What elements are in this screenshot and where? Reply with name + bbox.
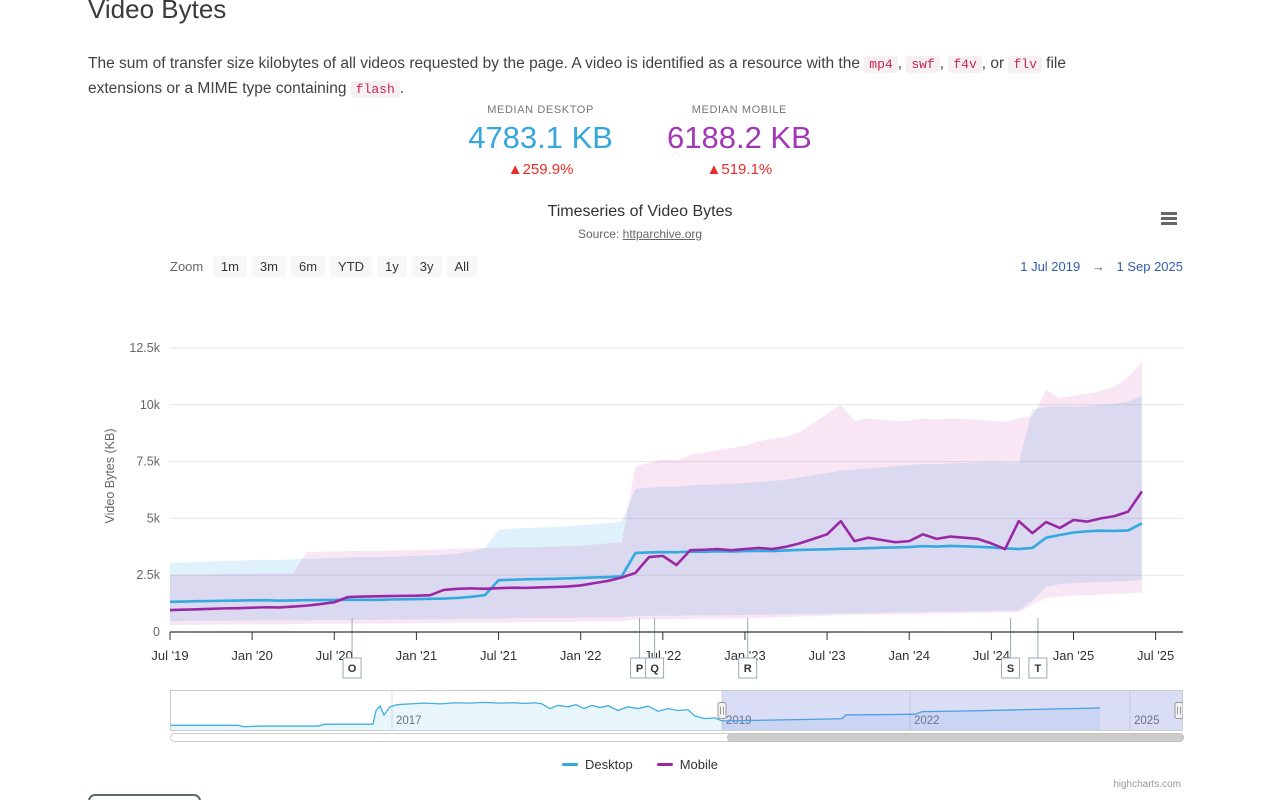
- navigator-year-label: 2017: [396, 715, 422, 727]
- median-stats-row: MEDIAN DESKTOP 4783.1 KB ▲259.9% MEDIAN …: [0, 104, 1280, 178]
- zoom-button-6m[interactable]: 6m: [290, 256, 326, 277]
- navigator-year-label: 2025: [1134, 715, 1160, 727]
- code-chip: flash: [350, 80, 400, 98]
- svg-text:P: P: [636, 663, 643, 675]
- zoom-button-3y[interactable]: 3y: [411, 256, 442, 277]
- scrollbar-thumb[interactable]: [727, 733, 1184, 742]
- flag-T[interactable]: T: [1028, 657, 1048, 679]
- y-axis-label: 12.5k: [129, 341, 160, 355]
- navigator-svg: 2017201920222025: [170, 690, 1184, 731]
- svg-text:S: S: [1007, 663, 1014, 675]
- series-line-mobile[interactable]: [169, 490, 1144, 612]
- hamburger-icon: [1161, 212, 1177, 215]
- navigator-line: [170, 701, 1101, 728]
- median-desktop-stat: MEDIAN DESKTOP 4783.1 KB ▲259.9%: [468, 104, 613, 178]
- navigator-year-label: 2022: [914, 715, 940, 727]
- chart-legend: Desktop Mobile: [0, 757, 1280, 772]
- median-mobile-label: MEDIAN MOBILE: [691, 104, 787, 116]
- zoom-button-3m[interactable]: 3m: [251, 256, 286, 277]
- range-selector: Zoom 1m 3m 6m YTD 1y 3y All 1 Jul 2019 → 1 Sep…: [170, 256, 1183, 280]
- navigator-handle-right[interactable]: [1174, 702, 1184, 719]
- zoom-button-1m[interactable]: 1m: [212, 256, 247, 277]
- metric-description: The sum of transfer size kilobytes of al…: [88, 54, 1066, 98]
- chart-context-menu-button[interactable]: [1155, 208, 1183, 234]
- y-axis-label: 0: [153, 625, 160, 639]
- median-mobile-value: 6188.2 KB: [667, 120, 812, 155]
- x-axis-label: Jan '24: [888, 648, 930, 663]
- y-axis-label: 5k: [147, 511, 161, 525]
- x-axis-label: Jul '19: [151, 648, 188, 663]
- code-chip: swf: [906, 55, 940, 73]
- navigator[interactable]: 2017201920222025: [170, 690, 1184, 731]
- svg-text:O: O: [348, 663, 357, 675]
- legend-swatch: [656, 763, 673, 766]
- main-chart-plot-area[interactable]: 0 2.5k 5k 7.5k 10k 12.5k Video Bytes (KB) Jul '…: [100, 290, 1196, 690]
- desktop-range-band: [170, 395, 1142, 622]
- code-chip: mp4: [864, 55, 898, 73]
- chart-title: Timeseries of Video Bytes: [547, 203, 733, 220]
- legend-swatch: [562, 763, 578, 766]
- x-axis-label: Jan '20: [231, 648, 273, 663]
- x-axis-label: Jan '22: [560, 648, 602, 663]
- legend-item-mobile[interactable]: Mobile: [656, 757, 718, 772]
- x-axis-label: Jul '24: [973, 648, 1010, 663]
- y-axis-label: 10k: [140, 398, 161, 412]
- code-chip: f4v: [948, 55, 982, 73]
- series-line-desktop[interactable]: [169, 522, 1143, 604]
- zoom-buttons: 1m 3m 6m YTD 1y 3y All: [212, 256, 482, 277]
- median-desktop-change: ▲259.9%: [507, 161, 574, 178]
- legend-label: Desktop: [585, 757, 633, 772]
- svg-text:T: T: [1035, 663, 1042, 675]
- median-mobile-change: ▲519.1%: [706, 161, 773, 178]
- chart-source: Source: httparchive.org: [0, 227, 1280, 241]
- date-range-arrow-icon: →: [1091, 259, 1105, 274]
- navigator-mask[interactable]: [722, 690, 1183, 731]
- y-axis-label: 2.5k: [136, 568, 160, 582]
- partial-button[interactable]: [88, 794, 201, 800]
- legend-item-desktop[interactable]: Desktop: [562, 757, 633, 772]
- chart-source-prefix: Source:: [577, 227, 620, 241]
- svg-text:R: R: [744, 663, 752, 675]
- y-axis-label: 7.5k: [136, 455, 160, 469]
- page-title: Video Bytes: [88, 0, 227, 24]
- zoom-button-all[interactable]: All: [446, 256, 477, 277]
- flag-Q[interactable]: Q: [645, 657, 665, 679]
- median-desktop-label: MEDIAN DESKTOP: [487, 104, 594, 116]
- legend-label: Mobile: [679, 757, 718, 772]
- date-range: 1 Jul 2019 → 1 Sep 2025: [1020, 259, 1183, 274]
- hamburger-icon: [1161, 217, 1177, 220]
- y-axis-title: Video Bytes (KB): [103, 429, 117, 524]
- flag-R[interactable]: R: [738, 657, 758, 679]
- highcharts-credit[interactable]: highcharts.com: [1113, 779, 1181, 790]
- x-axis-label: Jul '21: [480, 648, 517, 663]
- x-axis-label: Jan '21: [396, 648, 438, 663]
- median-mobile-stat: MEDIAN MOBILE 6188.2 KB ▲519.1%: [667, 104, 812, 178]
- x-axis-label: Jul '25: [1137, 648, 1174, 663]
- flag-S[interactable]: S: [1001, 657, 1021, 679]
- scrollbar-track[interactable]: [170, 733, 1184, 742]
- mobile-range-band: [170, 361, 1142, 625]
- svg-text:Q: Q: [650, 663, 659, 675]
- code-chip: flv: [1008, 55, 1042, 73]
- chart-source-link[interactable]: httparchive.org: [622, 227, 703, 241]
- x-axis-label: Jul '23: [808, 648, 845, 663]
- zoom-button-ytd[interactable]: YTD: [330, 256, 373, 277]
- date-to-input[interactable]: 1 Sep 2025: [1116, 259, 1183, 274]
- timeseries-svg: 0 2.5k 5k 7.5k 10k 12.5k Video Bytes (KB) Jul '…: [103, 341, 1183, 679]
- navigator-area: [170, 702, 1100, 731]
- flag-O[interactable]: O: [342, 657, 362, 679]
- zoom-button-1y[interactable]: 1y: [377, 256, 407, 277]
- x-axis-label: Jan '25: [1053, 648, 1095, 663]
- hamburger-icon: [1161, 222, 1177, 225]
- navigator-handle-left[interactable]: [717, 702, 727, 719]
- date-from-input[interactable]: 1 Jul 2019: [1020, 259, 1081, 274]
- median-desktop-value: 4783.1 KB: [468, 120, 613, 155]
- zoom-label: Zoom: [170, 259, 204, 274]
